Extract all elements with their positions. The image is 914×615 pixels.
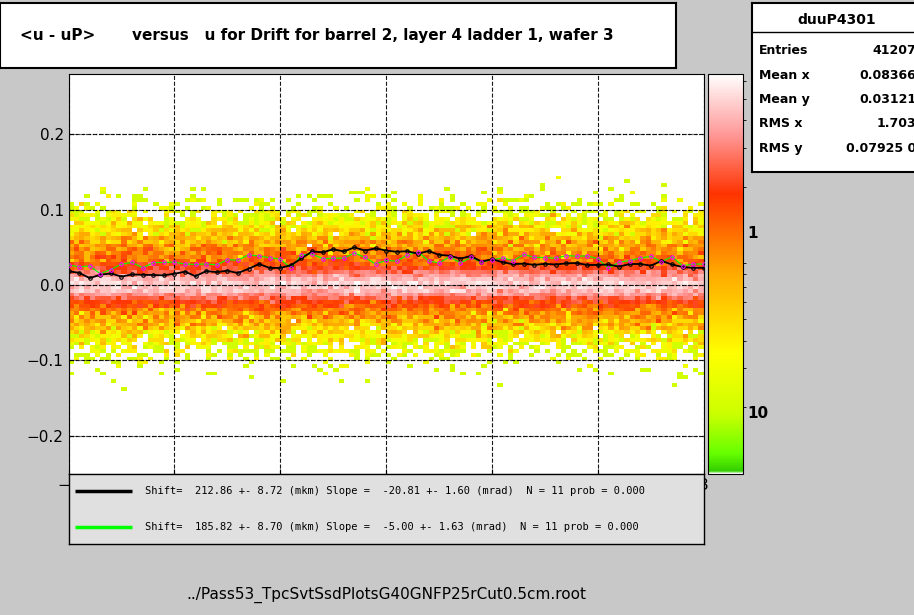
Text: 1.703: 1.703 xyxy=(877,117,914,130)
Text: Shift=  212.86 +- 8.72 (mkm) Slope =  -20.81 +- 1.60 (mrad)  N = 11 prob = 0.000: Shift= 212.86 +- 8.72 (mkm) Slope = -20.… xyxy=(144,486,644,496)
Text: Shift=  185.82 +- 8.70 (mkm) Slope =  -5.00 +- 1.63 (mrad)  N = 11 prob = 0.000: Shift= 185.82 +- 8.70 (mkm) Slope = -5.0… xyxy=(144,522,639,531)
Text: Mean y: Mean y xyxy=(759,93,810,106)
Text: <u - uP>       versus   u for Drift for barrel 2, layer 4 ladder 1, wafer 3: <u - uP> versus u for Drift for barrel 2… xyxy=(20,28,614,43)
Text: ../Pass53_TpcSvtSsdPlotsG40GNFP25rCut0.5cm.root: ../Pass53_TpcSvtSsdPlotsG40GNFP25rCut0.5… xyxy=(186,587,586,603)
Text: duuP4301: duuP4301 xyxy=(797,14,877,27)
Text: RMS y: RMS y xyxy=(759,142,802,155)
Text: RMS x: RMS x xyxy=(759,117,802,130)
Text: Mean x: Mean x xyxy=(759,69,810,82)
Text: Entries: Entries xyxy=(759,44,808,57)
Text: 1: 1 xyxy=(748,226,758,241)
Text: 0.07925 0: 0.07925 0 xyxy=(846,142,914,155)
Text: 41207: 41207 xyxy=(873,44,914,57)
Text: 0.08366: 0.08366 xyxy=(859,69,914,82)
Text: 0.03121: 0.03121 xyxy=(859,93,914,106)
Text: 10: 10 xyxy=(748,406,769,421)
